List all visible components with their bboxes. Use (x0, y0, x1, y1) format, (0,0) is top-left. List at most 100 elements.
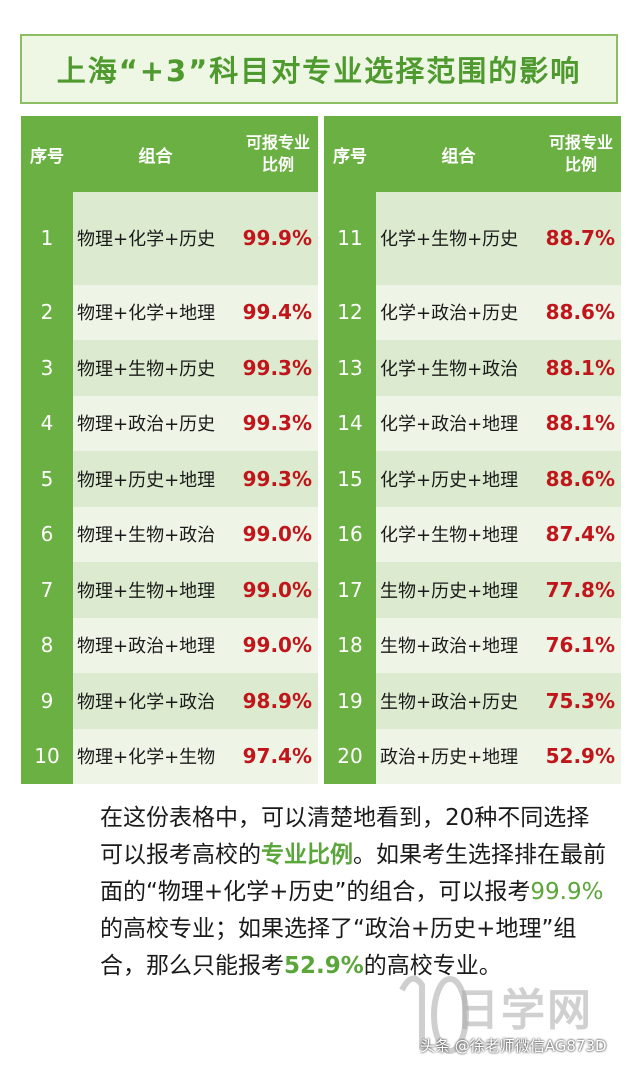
header-no: 序号 (30, 146, 64, 167)
subject-combination: 物理+历史+地理 (77, 469, 216, 491)
row-number: 9 (21, 673, 73, 729)
row-content: 化学+生物+历史 88.7% (376, 192, 621, 285)
table-body: 1 物理+化学+历史 99.9% 2 物理+化学+地理 99.4% 3 物理+生物+历史 99.… (21, 192, 318, 785)
row-content: 物理+生物+政治 99.0% (73, 506, 318, 563)
row-content: 生物+历史+地理 77.8% (376, 562, 621, 618)
table-left: 序号 组合 可报专业比例 1 物理+化学+历史 99.9% 2 物理+化学+地理 99.4… (21, 116, 318, 785)
row-number: 8 (21, 617, 73, 674)
row-number: 6 (21, 506, 73, 563)
row-content: 物理+化学+历史 99.9% (73, 192, 318, 285)
major-percentage: 99.4% (242, 300, 312, 325)
row-content: 化学+政治+地理 88.1% (376, 395, 621, 452)
table-row: 9 物理+化学+政治 98.9% (21, 673, 318, 729)
header-combo: 组合 (138, 146, 173, 167)
row-number: 2 (21, 284, 73, 341)
row-number: 5 (21, 451, 73, 507)
major-percentage: 99.9% (242, 226, 312, 251)
major-percentage: 76.1% (545, 633, 615, 658)
row-content: 化学+政治+历史 88.6% (376, 284, 621, 341)
row-number: 1 (21, 192, 73, 285)
table-right: 序号 组合 可报专业比例 11 化学+生物+历史 88.7% 12 化学+政治+历史 88… (324, 116, 621, 785)
paragraph-part-3: 的高校专业；如果选择了“政治+历史+地理”组合，那么只能报考 (100, 916, 577, 979)
paragraph-part-4: 的高校专业。 (363, 953, 502, 979)
major-percentage: 98.9% (242, 688, 312, 713)
major-percentage: 99.0% (242, 577, 312, 602)
major-percentage: 88.1% (545, 355, 615, 380)
table-row: 2 物理+化学+地理 99.4% (21, 284, 318, 341)
subject-combination: 生物+政治+地理 (380, 636, 519, 658)
major-percentage: 99.0% (242, 522, 312, 547)
subject-combination: 物理+化学+生物 (77, 747, 216, 769)
row-number: 14 (324, 395, 376, 452)
paragraph-part-1: 在这份表格中，可以清楚地看到，20种不同选择可以报考高校的 (100, 805, 590, 868)
row-content: 物理+化学+生物 97.4% (73, 728, 318, 785)
row-content: 生物+政治+历史 75.3% (376, 673, 621, 729)
watermark-text: 日学网 (455, 985, 593, 1036)
table-header: 序号 组合 可报专业比例 (324, 116, 621, 192)
subject-combination: 物理+化学+政治 (77, 691, 216, 713)
row-number: 4 (21, 395, 73, 452)
header-combo: 组合 (441, 146, 476, 167)
table-row: 7 物理+生物+地理 99.0% (21, 562, 318, 618)
subject-combination: 物理+政治+地理 (77, 636, 216, 658)
table-row: 17 生物+历史+地理 77.8% (324, 562, 621, 618)
subject-combination: 化学+生物+地理 (380, 525, 519, 547)
table-row: 14 化学+政治+地理 88.1% (324, 395, 621, 452)
major-percentage: 88.6% (545, 300, 615, 325)
table-header: 序号 组合 可报专业比例 (21, 116, 318, 192)
table-row: 8 物理+政治+地理 99.0% (21, 617, 318, 674)
header-pct: 可报专业比例 (548, 133, 613, 174)
row-content: 物理+化学+政治 98.9% (73, 673, 318, 729)
subject-combination: 化学+政治+地理 (380, 414, 519, 436)
row-number: 16 (324, 506, 376, 563)
row-content: 化学+历史+地理 88.6% (376, 451, 621, 507)
table-row: 11 化学+生物+历史 88.7% (324, 192, 621, 285)
row-number: 7 (21, 562, 73, 618)
table-row: 13 化学+生物+政治 88.1% (324, 340, 621, 396)
subject-combination: 物理+生物+地理 (77, 580, 216, 602)
subject-combination: 物理+政治+历史 (77, 414, 216, 436)
row-content: 政治+历史+地理 52.9% (376, 728, 621, 785)
header-no: 序号 (333, 146, 367, 167)
row-content: 物理+政治+地理 99.0% (73, 617, 318, 674)
major-percentage: 99.3% (242, 411, 312, 436)
row-number: 15 (324, 451, 376, 507)
subject-combination: 政治+历史+地理 (380, 747, 519, 769)
table-row: 1 物理+化学+历史 99.9% (21, 192, 318, 285)
subject-combination: 物理+生物+历史 (77, 358, 216, 380)
row-number: 10 (21, 728, 73, 785)
row-content: 物理+化学+地理 99.4% (73, 284, 318, 341)
highlight-min-pct: 52.9% (284, 953, 364, 979)
row-content: 物理+政治+历史 99.3% (73, 395, 318, 452)
subject-combination: 化学+生物+政治 (380, 358, 519, 380)
subject-combination: 生物+政治+历史 (380, 691, 519, 713)
subject-combination: 化学+政治+历史 (380, 303, 519, 325)
table-row: 15 化学+历史+地理 88.6% (324, 451, 621, 507)
row-content: 物理+历史+地理 99.3% (73, 451, 318, 507)
table-row: 19 生物+政治+历史 75.3% (324, 673, 621, 729)
row-number: 11 (324, 192, 376, 285)
row-number: 12 (324, 284, 376, 341)
row-content: 物理+生物+地理 99.0% (73, 562, 318, 618)
major-percentage: 97.4% (242, 744, 312, 769)
header-pct: 可报专业比例 (245, 133, 310, 174)
table-body: 11 化学+生物+历史 88.7% 12 化学+政治+历史 88.6% 13 化学+生物+政治… (324, 192, 621, 785)
row-content: 生物+政治+地理 76.1% (376, 617, 621, 674)
row-content: 化学+生物+地理 87.4% (376, 506, 621, 563)
table-row: 6 物理+生物+政治 99.0% (21, 506, 318, 563)
major-percentage: 99.0% (242, 633, 312, 658)
page-title: 上海“+3”科目对专业选择范围的影响 (56, 54, 582, 88)
table-row: 12 化学+政治+历史 88.6% (324, 284, 621, 341)
major-percentage: 77.8% (545, 577, 615, 602)
table-row: 5 物理+历史+地理 99.3% (21, 451, 318, 507)
subject-combination: 物理+化学+地理 (77, 303, 216, 325)
subject-combination: 化学+生物+历史 (380, 229, 519, 251)
table-row: 16 化学+生物+地理 87.4% (324, 506, 621, 563)
table-row: 10 物理+化学+生物 97.4% (21, 728, 318, 785)
row-number: 19 (324, 673, 376, 729)
row-number: 17 (324, 562, 376, 618)
table-row: 18 生物+政治+地理 76.1% (324, 617, 621, 674)
subject-combination: 化学+历史+地理 (380, 469, 519, 491)
subject-combination: 物理+生物+政治 (77, 525, 216, 547)
major-percentage: 99.3% (242, 466, 312, 491)
